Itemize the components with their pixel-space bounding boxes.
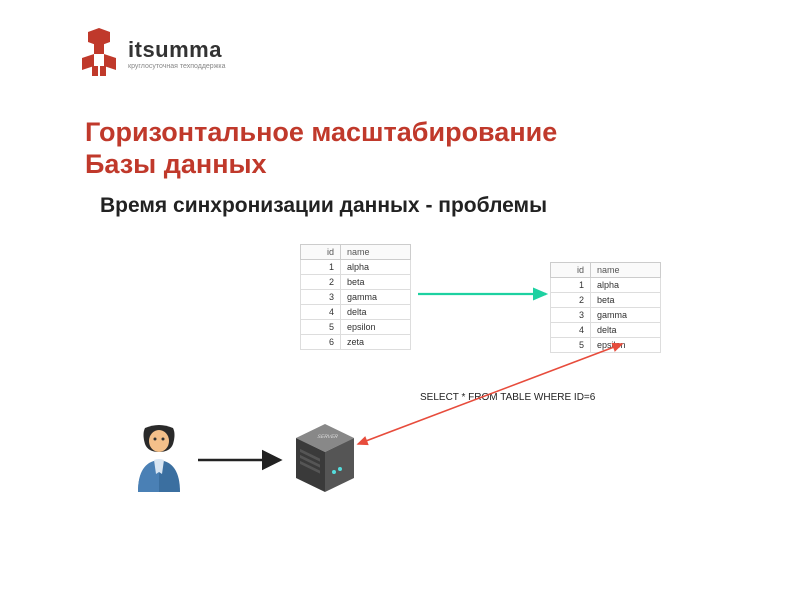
table-row: 4delta [551,323,661,338]
master-table: id name 1alpha 2beta 3gamma 4delta 5epsi… [300,244,411,350]
svg-text:SERVER: SERVER [316,434,339,440]
table-row: 5epsilon [551,338,661,353]
col-id: id [551,263,591,278]
table-row: 1alpha [551,278,661,293]
logo-tagline: круглосуточная техподдержка [128,63,225,70]
table-row: 4delta [301,305,411,320]
logo-icon [78,28,120,78]
logo-name: itsumma [128,37,225,63]
slide-title: Горизонтальное масштабирование Базы данн… [85,116,557,181]
table-row: 5epsilon [301,320,411,335]
table-row: 3gamma [551,308,661,323]
table-header-row: id name [301,245,411,260]
slide-subtitle: Время синхронизации данных - проблемы [100,194,547,218]
col-id: id [301,245,341,260]
title-line-2: Базы данных [85,148,557,180]
table-row: 3gamma [301,290,411,305]
sql-query-label: SELECT * FROM TABLE WHERE ID=6 [420,392,595,403]
diagram-area: id name 1alpha 2beta 3gamma 4delta 5epsi… [100,244,740,554]
col-name: name [591,263,661,278]
title-line-1: Горизонтальное масштабирование [85,116,557,148]
table-row: 6zeta [301,335,411,350]
table-row: 1alpha [301,260,411,275]
logo-text: itsumma круглосуточная техподдержка [128,37,225,70]
table-row: 2beta [551,293,661,308]
user-icon [130,424,188,494]
logo: itsumma круглосуточная техподдержка [78,28,225,78]
table-row: 2beta [301,275,411,290]
replica-table: id name 1alpha 2beta 3gamma 4delta 5epsi… [550,262,661,353]
table-header-row: id name [551,263,661,278]
server-icon: SERVER [290,422,360,494]
col-name: name [341,245,411,260]
